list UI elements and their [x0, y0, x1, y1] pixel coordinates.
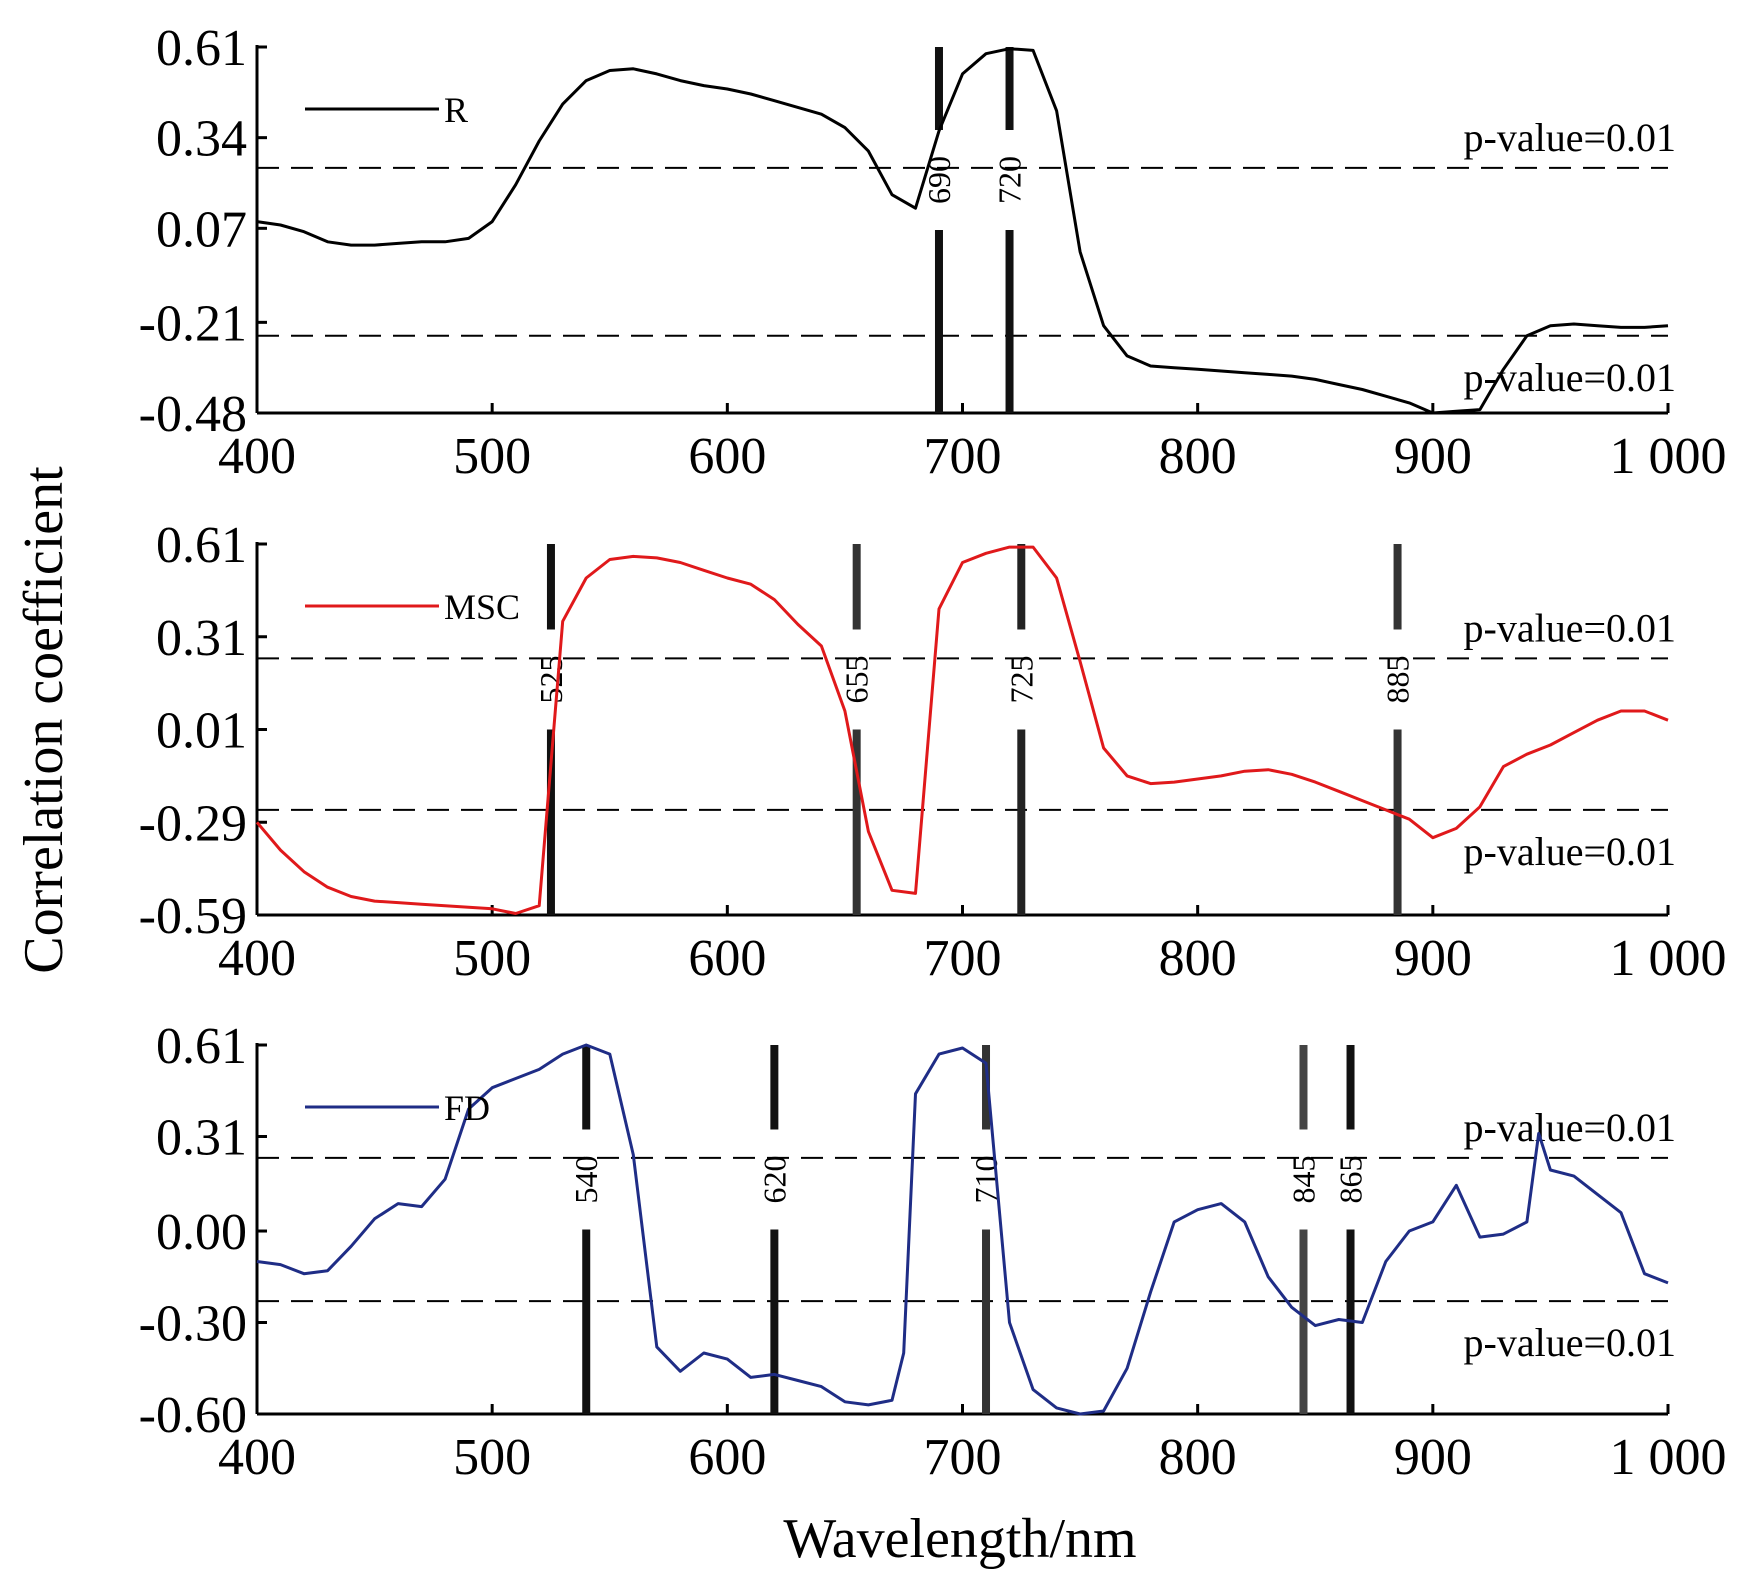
x-tick-label: 500	[453, 428, 531, 485]
x-tick-label: 800	[1159, 930, 1237, 987]
y-tick-label: 0.61	[156, 20, 247, 77]
marker-label: 725	[1003, 656, 1039, 704]
marker-label: 690	[921, 156, 957, 204]
x-tick-label: 500	[453, 930, 531, 987]
y-tick-label: 0.31	[156, 610, 247, 667]
threshold-annotation: p-value=0.01	[1464, 355, 1677, 400]
marker-label: 655	[839, 656, 875, 704]
y-tick-label: 0.00	[156, 1204, 247, 1261]
marker-label: 540	[568, 1156, 604, 1204]
threshold-annotation: p-value=0.01	[1464, 115, 1677, 160]
x-tick-label: 600	[688, 428, 766, 485]
x-tick-label: 1 000	[1610, 1429, 1727, 1486]
y-tick-label: 0.34	[156, 111, 247, 168]
x-tick-label: 800	[1159, 1429, 1237, 1486]
legend-label: R	[444, 90, 468, 130]
x-tick-label: 400	[218, 1429, 296, 1486]
x-tick-label: 900	[1394, 930, 1472, 987]
x-tick-label: 600	[688, 930, 766, 987]
y-tick-label: 0.01	[156, 703, 247, 760]
y-axis-label: Correlation coefficient	[13, 466, 75, 974]
x-tick-label: 900	[1394, 1429, 1472, 1486]
x-tick-label: 1 000	[1610, 930, 1727, 987]
x-tick-label: 700	[924, 428, 1002, 485]
y-tick-label: 0.61	[156, 1018, 247, 1075]
y-tick-label: 0.07	[156, 201, 247, 258]
marker-label: 525	[533, 656, 569, 704]
x-tick-label: 700	[924, 1429, 1002, 1486]
marker-label: 720	[992, 156, 1028, 204]
y-tick-label: -0.59	[139, 888, 247, 945]
y-tick-label: -0.21	[139, 295, 247, 352]
threshold-annotation: p-value=0.01	[1464, 1105, 1677, 1150]
x-axis-label: Wavelength/nm	[783, 1508, 1136, 1570]
y-tick-label: -0.30	[139, 1296, 247, 1353]
y-tick-label: 0.31	[156, 1109, 247, 1166]
threshold-annotation: p-value=0.01	[1464, 829, 1677, 874]
x-tick-label: 900	[1394, 428, 1472, 485]
x-tick-label: 400	[218, 428, 296, 485]
x-tick-label: 400	[218, 930, 296, 987]
x-tick-label: 600	[688, 1429, 766, 1486]
marker-label: 845	[1285, 1156, 1321, 1204]
legend-label: MSC	[444, 587, 520, 627]
y-tick-label: -0.48	[139, 386, 247, 443]
data-line	[256, 47, 1669, 415]
marker-label: 885	[1380, 656, 1416, 704]
y-tick-label: -0.29	[139, 795, 247, 852]
x-tick-label: 1 000	[1610, 428, 1727, 485]
x-tick-label: 700	[924, 930, 1002, 987]
x-tick-label: 500	[453, 1429, 531, 1486]
threshold-annotation: p-value=0.01	[1464, 605, 1677, 650]
threshold-annotation: p-value=0.01	[1464, 1320, 1677, 1365]
data-line	[255, 545, 1669, 915]
legend-label: FD	[444, 1088, 490, 1128]
x-tick-label: 800	[1159, 428, 1237, 485]
marker-label: 620	[756, 1156, 792, 1204]
y-tick-label: 0.61	[156, 517, 247, 574]
data-line	[256, 1043, 1669, 1416]
marker-label: 865	[1333, 1156, 1369, 1204]
y-tick-label: -0.60	[139, 1387, 247, 1444]
